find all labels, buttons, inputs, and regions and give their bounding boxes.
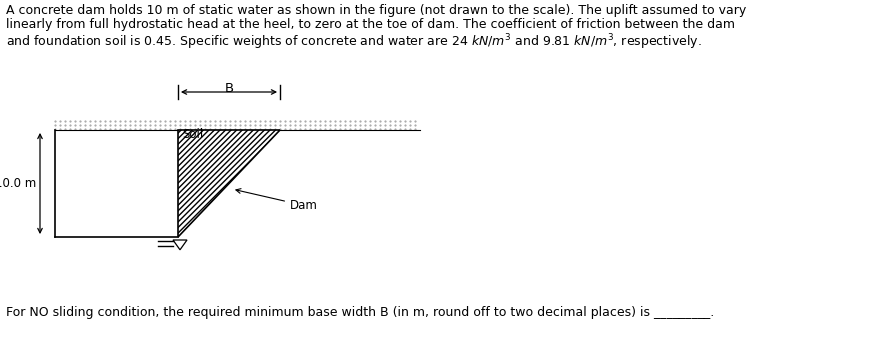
Text: and foundation soil is 0.45. Specific weights of concrete and water are 24 $kN/m: and foundation soil is 0.45. Specific we… <box>6 32 702 52</box>
Text: B: B <box>224 82 234 95</box>
Text: Soil: Soil <box>182 128 203 141</box>
Text: 10.0 m: 10.0 m <box>0 177 36 190</box>
Polygon shape <box>173 240 187 250</box>
Text: For NO sliding condition, the required minimum base width B (in m, round off to : For NO sliding condition, the required m… <box>6 306 714 319</box>
Text: A concrete dam holds 10 m of static water as shown in the figure (not drawn to t: A concrete dam holds 10 m of static wate… <box>6 4 746 17</box>
Polygon shape <box>178 130 280 237</box>
Text: Dam: Dam <box>236 189 318 212</box>
Text: linearly from full hydrostatic head at the heel, to zero at the toe of dam. The : linearly from full hydrostatic head at t… <box>6 18 735 31</box>
